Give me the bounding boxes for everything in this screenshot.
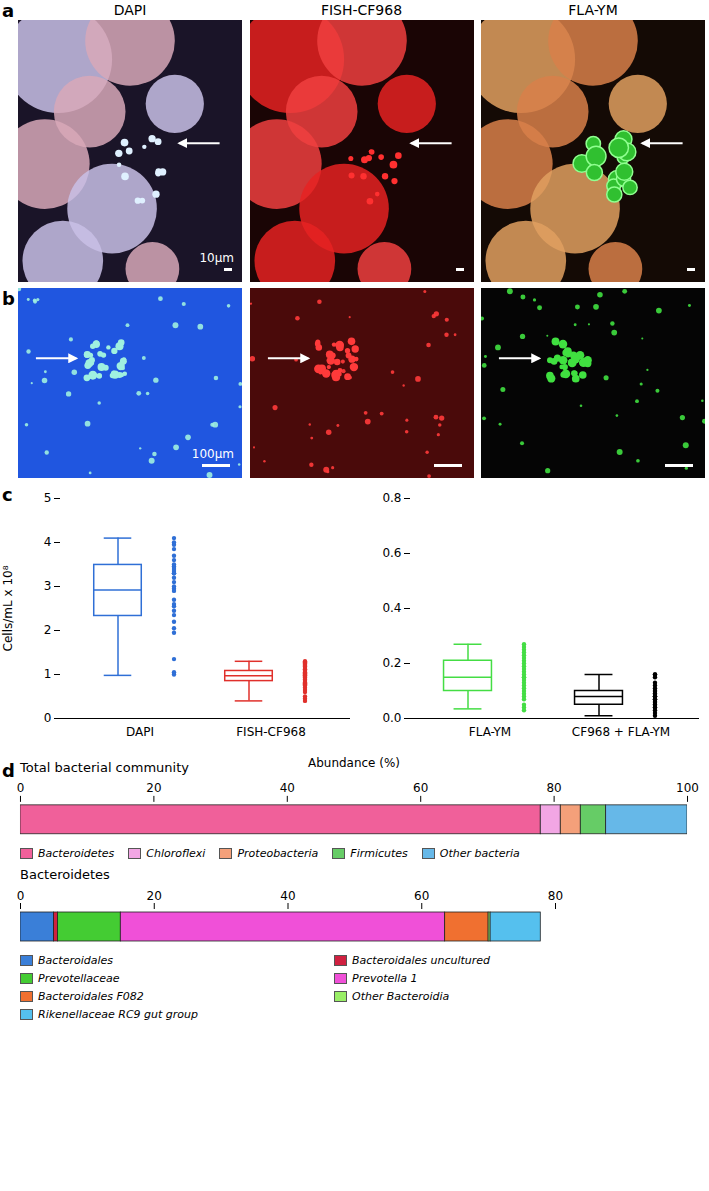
svg-text:1: 1 <box>44 667 52 681</box>
svg-text:5: 5 <box>44 491 52 505</box>
html-text:a: a <box>2 0 15 21</box>
html-text:Bacteroidetes: Bacteroidetes <box>38 847 115 861</box>
html-text:Bacteroidales uncultured: Bacteroidales uncultured <box>352 954 491 968</box>
svg-text:80: 80 <box>548 888 563 902</box>
html-text:Prevotellaceae: Prevotellaceae <box>38 972 120 986</box>
html-text:c: c <box>2 484 13 505</box>
html-text:Rikenellaceae RC9 gut group: Rikenellaceae RC9 gut group <box>38 1008 198 1022</box>
svg-text:40: 40 <box>280 888 295 902</box>
svg-text:0.8: 0.8 <box>382 491 401 505</box>
svg-text:80: 80 <box>547 781 562 795</box>
svg-text:0: 0 <box>44 711 52 725</box>
svg-text:3: 3 <box>44 579 52 593</box>
svg-text:40: 40 <box>280 781 295 795</box>
svg-text:0.2: 0.2 <box>382 656 401 670</box>
svg-text:60: 60 <box>414 888 429 902</box>
svg-text:10μm: 10μm <box>199 251 234 265</box>
svg-text:DAPI: DAPI <box>126 725 154 739</box>
html-text:Other bacteria: Other bacteria <box>439 847 520 861</box>
svg-text:Cells/mL x 10⁸: Cells/mL x 10⁸ <box>1 565 15 651</box>
html-text:Proteobacteria: Proteobacteria <box>237 847 319 861</box>
svg-text:Abundance (%): Abundance (%) <box>308 756 400 770</box>
html-text:Bacteroidales F082: Bacteroidales F082 <box>38 990 144 1004</box>
svg-text:0.4: 0.4 <box>382 601 401 615</box>
svg-text:0.0: 0.0 <box>382 711 401 725</box>
svg-text:FLA-YM: FLA-YM <box>469 725 511 739</box>
svg-text:CF968 + FLA-YM: CF968 + FLA-YM <box>572 725 670 739</box>
svg-text:100μm: 100μm <box>192 447 234 461</box>
html-text:Prevotella 1: Prevotella 1 <box>352 972 418 986</box>
html-text:Bacteroidetes: Bacteroidetes <box>20 866 110 882</box>
html-text:FLA-YM: FLA-YM <box>568 2 618 18</box>
svg-text:4: 4 <box>44 535 52 549</box>
html-text:d Total bacterial community: d Total bacterial community <box>2 760 189 781</box>
svg-text:20: 20 <box>146 781 161 795</box>
svg-text:0.6: 0.6 <box>382 546 401 560</box>
html-text:Firmicutes: Firmicutes <box>350 847 408 861</box>
html-text:Bacteroidales: Bacteroidales <box>38 954 113 968</box>
svg-text:60: 60 <box>413 781 428 795</box>
html-text:DAPI: DAPI <box>113 2 147 18</box>
svg-text:100: 100 <box>676 781 699 795</box>
svg-text:20: 20 <box>147 888 162 902</box>
svg-text:FISH-CF968: FISH-CF968 <box>236 725 306 739</box>
svg-text:2: 2 <box>44 623 52 637</box>
html-text:Chloroflexi: Chloroflexi <box>146 847 206 861</box>
html-text:FISH-CF968: FISH-CF968 <box>320 2 403 18</box>
svg-text:0: 0 <box>17 781 25 795</box>
svg-text:0: 0 <box>17 888 25 902</box>
html-text:b: b <box>2 288 15 309</box>
html-text:Other Bacteroidia: Other Bacteroidia <box>352 990 450 1004</box>
